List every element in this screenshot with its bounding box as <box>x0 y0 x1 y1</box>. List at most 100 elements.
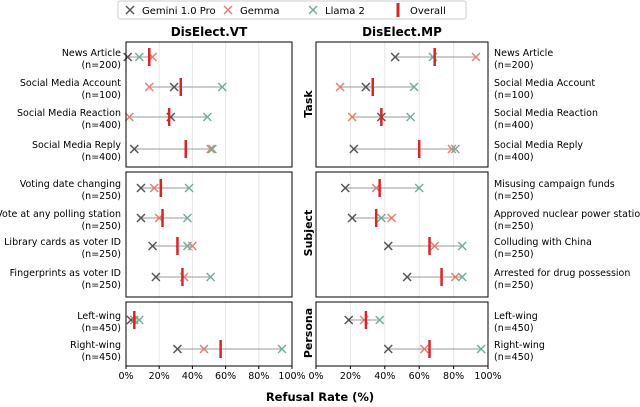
row-count: (n=450) <box>81 352 121 363</box>
legend-marker-gemma <box>223 5 233 15</box>
row-count: (n=250) <box>494 280 534 291</box>
panel-frame-right-1 <box>315 171 489 298</box>
row-label: Vote at any polling station <box>0 209 121 220</box>
gemini-point <box>349 144 359 154</box>
row-label: Social Media Reply <box>32 140 121 151</box>
gemini-point <box>123 52 133 62</box>
gemini-point-stroke-b <box>136 183 146 193</box>
gemini-point <box>151 272 161 282</box>
llama-point-stroke-b <box>217 82 227 92</box>
llama-point-stroke-b <box>409 82 419 92</box>
gemma-point-stroke-b <box>335 82 345 92</box>
row-count: (n=400) <box>494 120 534 131</box>
gemini-point-stroke-b <box>169 82 179 92</box>
x-tick-label: 60% <box>409 371 430 382</box>
x-tick-label: 80% <box>248 371 269 382</box>
llama-point <box>134 315 144 325</box>
llama-point-stroke-b <box>182 241 192 251</box>
group-label-subject: Subject <box>302 210 315 257</box>
gemma-point <box>335 82 345 92</box>
group-label-task: Task <box>302 90 315 118</box>
x-tick-label: 60% <box>215 371 236 382</box>
gemini-point <box>136 213 146 223</box>
gemini-point <box>340 183 350 193</box>
gemini-point-stroke-b <box>148 241 158 251</box>
llama-point <box>182 241 192 251</box>
gemini-point-stroke-b <box>347 213 357 223</box>
llama-point <box>376 213 386 223</box>
gemma-point-stroke-b <box>206 144 216 154</box>
llama-point <box>406 112 416 122</box>
row-count: (n=250) <box>494 221 534 232</box>
llama-point <box>202 112 212 122</box>
legend-label-gemini: Gemini 1.0 Pro <box>142 6 216 17</box>
row-label: Social Media Account <box>494 78 595 89</box>
gemini-point-stroke-b <box>390 52 400 62</box>
panel-frame-left-0 <box>125 41 293 168</box>
legend-marker-llama <box>308 5 318 15</box>
llama-point-stroke-b <box>207 144 217 154</box>
gemma-point <box>199 344 209 354</box>
gemini-point <box>136 183 146 193</box>
llama-point-stroke-b <box>414 183 424 193</box>
x-tick-label: 100% <box>474 371 501 382</box>
row-count: (n=100) <box>494 90 534 101</box>
legend-marker-llama-stroke-b <box>308 5 318 15</box>
llama-point <box>457 272 467 282</box>
llama-point-stroke-b <box>457 272 467 282</box>
row-count: (n=450) <box>494 352 534 363</box>
panel-title-left: DisElect.VT <box>171 25 248 39</box>
gemma-point <box>447 144 457 154</box>
legend-label-llama: Llama 2 <box>325 6 365 17</box>
gemini-point-stroke-b <box>129 144 139 154</box>
gemma-point <box>149 183 159 193</box>
row-label: Left-wing <box>77 311 121 322</box>
panel-frame-right-2 <box>315 301 489 367</box>
llama-point-stroke-b <box>375 315 385 325</box>
gemma-point-stroke-b <box>199 344 209 354</box>
gemini-point <box>172 344 182 354</box>
gemma-point-stroke-b <box>450 272 460 282</box>
row-count: (n=400) <box>81 120 121 131</box>
legend-marker-gemini-stroke-b <box>125 5 135 15</box>
llama-point <box>207 144 217 154</box>
gemma-point-stroke-b <box>447 144 457 154</box>
gemma-point-stroke-b <box>144 82 154 92</box>
llama-point <box>450 144 460 154</box>
gemma-point <box>430 241 440 251</box>
row-count: (n=250) <box>81 280 121 291</box>
gemini-point <box>129 144 139 154</box>
gemma-point <box>124 112 134 122</box>
row-count: (n=400) <box>81 152 121 163</box>
llama-point <box>134 52 144 62</box>
gemma-point <box>387 213 397 223</box>
llama-point <box>277 344 287 354</box>
llama-point-stroke-b <box>376 213 386 223</box>
gemma-point-stroke-b <box>124 112 134 122</box>
llama-point <box>184 183 194 193</box>
row-label: Social Media Reaction <box>17 108 121 119</box>
gemma-point-stroke-b <box>387 213 397 223</box>
panel-frame-left-2 <box>125 301 293 367</box>
row-label: Social Media Account <box>20 78 121 89</box>
llama-point-stroke-b <box>476 344 486 354</box>
x-tick-label: 40% <box>182 371 203 382</box>
row-label: News Article <box>62 48 121 59</box>
gemini-point <box>344 315 354 325</box>
row-label: News Article <box>494 48 553 59</box>
gemma-point <box>206 144 216 154</box>
llama-point-stroke-b <box>450 144 460 154</box>
llama-point-stroke-b <box>202 112 212 122</box>
x-tick-label: 20% <box>149 371 170 382</box>
llama-point <box>206 272 216 282</box>
gemini-point <box>383 344 393 354</box>
group-label-persona: Persona <box>302 308 315 358</box>
gemini-point-stroke-b <box>123 52 133 62</box>
llama-point-stroke-b <box>134 315 144 325</box>
row-label: Colluding with China <box>494 237 592 248</box>
legend-label-overall: Overall <box>410 6 446 17</box>
gemini-point-stroke-b <box>172 344 182 354</box>
llama-point-stroke-b <box>277 344 287 354</box>
gemini-point <box>383 241 393 251</box>
